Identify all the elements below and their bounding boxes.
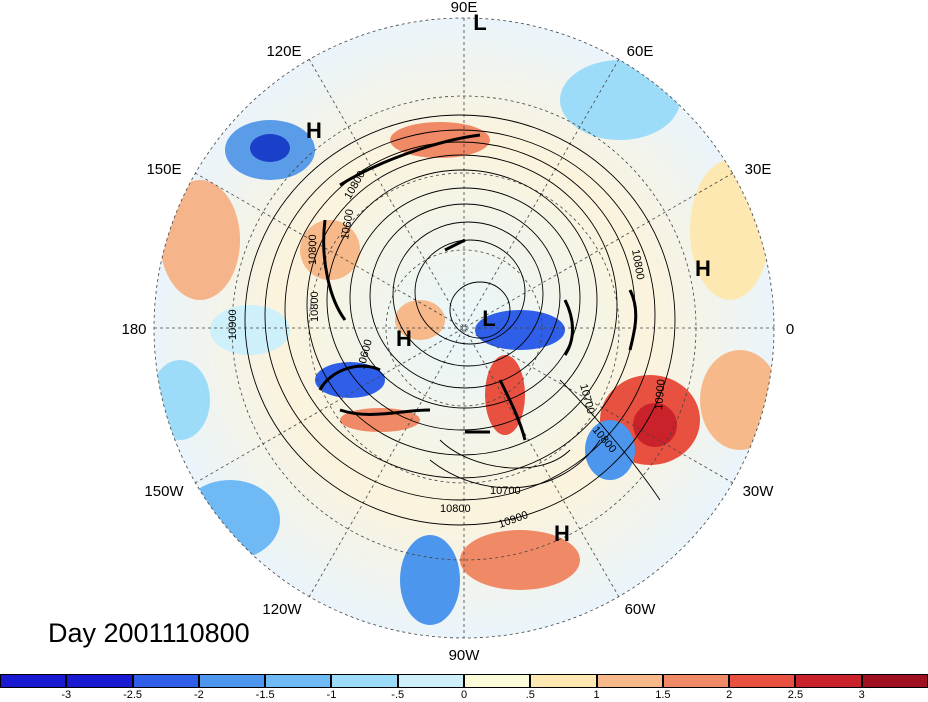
pressure-center-low-arctic: L: [482, 306, 495, 331]
height-contours: [244, 114, 676, 526]
pressure-center-high-europe: H: [695, 256, 711, 281]
contour-label: 10800: [440, 503, 471, 515]
colorbar-tick-label: -3: [61, 689, 72, 701]
colorbar-swatch: [530, 674, 597, 688]
colorbar-swatch: [464, 674, 531, 688]
contour-label: 10900: [227, 309, 239, 340]
colorbar-tick-label: -2: [193, 689, 204, 701]
colorbar-tick-label: 3: [858, 689, 865, 701]
lon-label-30w: 30W: [743, 483, 775, 500]
colorbar-swatch: [729, 674, 796, 688]
colorbar-swatch: [198, 674, 266, 688]
day-label: Day 2001110800: [48, 618, 250, 648]
colorbar-tick-label: -2.5: [123, 689, 143, 701]
pressure-center-high-siberia: H: [306, 118, 322, 143]
pressure-center-high-alaska: H: [396, 326, 412, 351]
lon-label-180: 180: [121, 321, 146, 338]
anomaly-shading: [154, 18, 774, 638]
lon-label-120e: 120E: [266, 43, 301, 60]
colorbar-tick-label: -1.5: [255, 689, 275, 701]
contour-label: 10800: [309, 291, 321, 322]
pressure-center-low-north: L: [473, 10, 486, 35]
pressure-centers: L H H L H H: [306, 10, 711, 546]
contour-label: 10800: [629, 248, 646, 280]
lon-label-150w: 150W: [144, 483, 184, 500]
lon-label-150e: 150E: [146, 161, 181, 178]
lon-label-90w: 90W: [449, 647, 481, 664]
colorbar-swatch: [66, 674, 133, 688]
contour-label: 10800: [307, 234, 319, 265]
colorbar-tick-label: 0: [460, 689, 468, 701]
colorbar-tick-label: .5: [525, 689, 535, 701]
lon-label-60w: 60W: [625, 601, 657, 618]
colorbar-tick-label: 2: [726, 689, 733, 701]
colorbar-swatch: [596, 674, 663, 688]
lon-label-0: 0: [786, 321, 794, 338]
colorbar-swatch: [397, 674, 464, 688]
colorbar-tick-label: 2.5: [787, 689, 804, 701]
colorbar-tick-label: -.5: [391, 689, 405, 701]
contour-label: 10700: [490, 485, 521, 497]
colorbar-swatch: [132, 674, 199, 688]
lon-label-90e: 90E: [451, 0, 478, 16]
lon-label-120w: 120W: [262, 601, 302, 618]
colorbar-swatch: [0, 674, 67, 688]
colorbar: [0, 674, 928, 690]
pressure-center-high-atlantic: H: [554, 521, 570, 546]
colorbar-swatch: [662, 674, 730, 688]
colorbar-tick-label: 1.5: [655, 689, 671, 701]
colorbar-swatch: [265, 674, 332, 688]
colorbar-swatch: [861, 674, 928, 688]
contour-label: 10600: [339, 208, 356, 240]
thick-contours: [318, 133, 638, 441]
colorbar-swatch: [331, 674, 398, 688]
contour-label: 10900: [653, 379, 668, 411]
lon-label-60e: 60E: [627, 43, 654, 60]
colorbar-tick-label: 1: [593, 689, 600, 701]
colorbar-swatch: [795, 674, 862, 688]
longitude-labels: 90E 60E 30E 0 30W 60W 90W 120W 150W 180 …: [121, 0, 794, 664]
lon-label-30e: 30E: [745, 161, 772, 178]
colorbar-tick-label: -1: [326, 689, 337, 701]
